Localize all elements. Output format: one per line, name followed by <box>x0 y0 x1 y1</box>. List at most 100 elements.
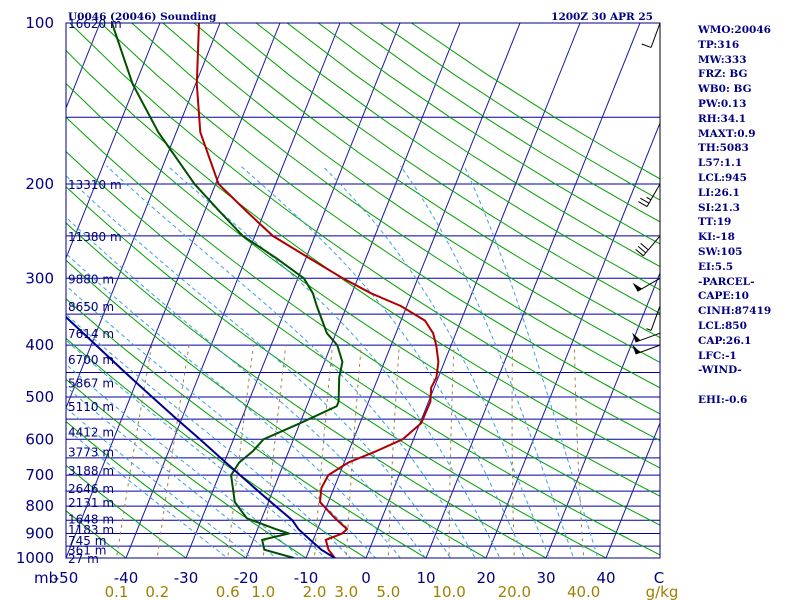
mixing-ratio-tick-label: 10.0 <box>432 583 465 600</box>
height-label: 361 m <box>68 544 106 558</box>
mixing-ratio-line <box>345 345 362 558</box>
dry-adiabat <box>255 23 660 291</box>
height-label: 1183 m <box>68 523 114 537</box>
wind-barb <box>650 305 661 331</box>
parameter-line <box>698 378 798 393</box>
moist-adiabat <box>66 339 327 558</box>
pressure-unit-label: mb <box>34 569 58 587</box>
moist-adiabat <box>66 363 302 558</box>
isotherm-line <box>66 23 281 558</box>
parameter-line: MW:333 <box>698 53 747 66</box>
height-label: 4412 m <box>68 425 114 439</box>
wind-barb-pennant <box>632 344 641 354</box>
sounding-traces <box>66 23 440 558</box>
parameter-line: WMO:20046 <box>698 24 771 36</box>
dry-adiabat <box>66 420 247 558</box>
moist-adiabat <box>66 284 377 558</box>
station-title: U0046 (20046) Sounding <box>68 11 217 23</box>
temperature-tick-label: -40 <box>114 569 139 587</box>
pressure-tick-label: 900 <box>25 525 54 543</box>
parameter-line: TT:19 <box>698 216 732 229</box>
moist-adiabat <box>66 313 352 558</box>
pressure-tick-label: 100 <box>25 14 54 32</box>
wind-barb-flag <box>640 197 650 204</box>
dry-adiabat <box>66 222 548 558</box>
moist-adiabat <box>240 165 526 558</box>
isotherm-line <box>245 23 461 558</box>
pressure-tick-label: 300 <box>25 269 54 287</box>
mixing-ratio-tick-label: 0.2 <box>145 583 169 600</box>
mixing-ratio-tick-label: 40.0 <box>567 583 600 600</box>
dry-adiabat <box>66 116 660 526</box>
parameter-line: -WIND- <box>698 364 742 377</box>
temperature-tick-label: 40 <box>596 569 615 587</box>
height-label: 6700 m <box>68 353 114 367</box>
isotherm-line <box>125 23 341 558</box>
isotherm-line <box>185 23 401 558</box>
temperature-tick-label: -10 <box>294 569 319 587</box>
moist-adiabat <box>106 165 476 558</box>
dry-adiabat <box>162 23 660 363</box>
mixing-ratio-tick-label: 0.1 <box>105 583 129 600</box>
parameter-panel: WMO:20046 TP:316 MW:333 FRZ: BG WB0: BG PW:0.… <box>698 23 798 408</box>
isotherm-line <box>365 23 581 558</box>
isotherm-line <box>305 23 521 558</box>
height-label: 2131 m <box>68 496 114 510</box>
parameter-line: WB0: BG <box>698 83 752 96</box>
moist-adiabat <box>66 216 427 558</box>
wind-barb-flag <box>635 249 644 257</box>
height-label: 5867 m <box>68 377 114 391</box>
parameter-line: CAP:26.1 <box>698 334 752 347</box>
dry-adiabat <box>286 23 660 268</box>
parameter-line: SW:105 <box>698 245 743 258</box>
mixing-ratio-line <box>115 345 153 558</box>
moist-adiabat <box>66 386 277 558</box>
mixing-ratio-line <box>313 345 333 558</box>
wind-barbs <box>632 22 661 355</box>
dry-adiabat <box>66 186 608 558</box>
isotherm-line <box>545 271 660 558</box>
wind-barb-pennant <box>632 282 642 292</box>
mixing-ratio-line <box>448 345 455 558</box>
parameter-line: TH:5083 <box>698 142 749 155</box>
parameter-line: CINH:87419 <box>698 305 772 318</box>
isotherm-line <box>605 421 660 558</box>
dry-adiabat <box>66 378 307 558</box>
parameter-line: SI:21.3 <box>698 201 740 214</box>
wind-barb-flag <box>640 243 649 251</box>
mixing-ratio-unit-label: g/kg <box>646 583 679 600</box>
dry-adiabat <box>66 298 427 558</box>
moist-adiabat <box>400 165 575 558</box>
wind-barb-half-flag <box>646 196 652 201</box>
isotherm-line <box>66 23 161 260</box>
height-label: 5110 m <box>68 400 114 414</box>
temperature-tick-label: 30 <box>536 569 555 587</box>
mixing-ratio-tick-label: 0.6 <box>216 583 240 600</box>
pressure-tick-label: 800 <box>25 497 54 515</box>
wind-barb <box>635 332 661 343</box>
pressure-tick-label: 200 <box>25 175 54 193</box>
parameter-line: LCL:850 <box>698 319 747 332</box>
height-label: 8650 m <box>68 300 114 314</box>
dry-adiabat <box>318 23 660 245</box>
wind-barb-half-flag <box>646 328 652 331</box>
isotherm-line <box>425 23 641 558</box>
dry-adiabat <box>66 510 127 558</box>
temperature-tick-label: -50 <box>54 569 79 587</box>
mixing-ratio-line <box>387 345 400 558</box>
pressure-tick-label: 700 <box>25 466 54 484</box>
height-label: 9880 m <box>68 272 114 286</box>
pressure-tick-label: 500 <box>25 388 54 406</box>
parameter-line: LI:26.1 <box>698 186 740 199</box>
mixing-ratio-line <box>511 345 515 558</box>
mixing-ratio-tick-label: 20.0 <box>498 583 531 600</box>
height-label: 27 m <box>68 552 99 566</box>
temperature-tick-label: -20 <box>234 569 259 587</box>
wind-barb-flag <box>638 201 648 208</box>
mixing-ratio-tick-label: 5.0 <box>376 583 400 600</box>
isotherm-line <box>485 121 660 558</box>
dry-adiabat <box>66 82 660 497</box>
height-label: 2646 m <box>68 482 114 496</box>
